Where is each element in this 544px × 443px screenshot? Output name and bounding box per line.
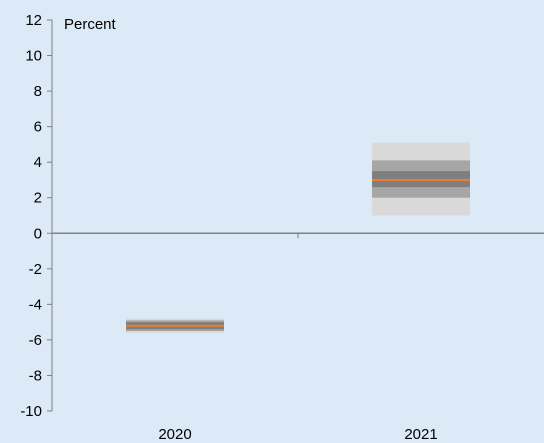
y-tick-label: -6 — [29, 332, 42, 349]
category-label-2020: 2020 — [158, 426, 191, 443]
y-tick-label: 10 — [25, 48, 42, 65]
y-tick-label: 4 — [34, 154, 42, 171]
labels-layer: Percent 12 10 8 6 4 2 0 -2 -4 -6 -8 -10 2020 2021 — [20, 12, 437, 443]
bands-layer — [126, 142, 470, 333]
y-tick-label: 6 — [34, 119, 42, 136]
y-tick-label: 2 — [34, 190, 42, 207]
y-tick-label: 0 — [34, 225, 42, 242]
y-tick-label: -2 — [29, 261, 42, 278]
y-tick-label: -4 — [29, 296, 42, 313]
y-tick-label: -10 — [20, 403, 42, 420]
category-label-2021: 2021 — [404, 426, 437, 443]
y-tick-label: 12 — [25, 12, 42, 29]
y-tick-label: -8 — [29, 367, 42, 384]
unit-label: Percent — [64, 16, 117, 33]
y-tick-label: 8 — [34, 83, 42, 100]
axes-layer — [47, 19, 544, 412]
